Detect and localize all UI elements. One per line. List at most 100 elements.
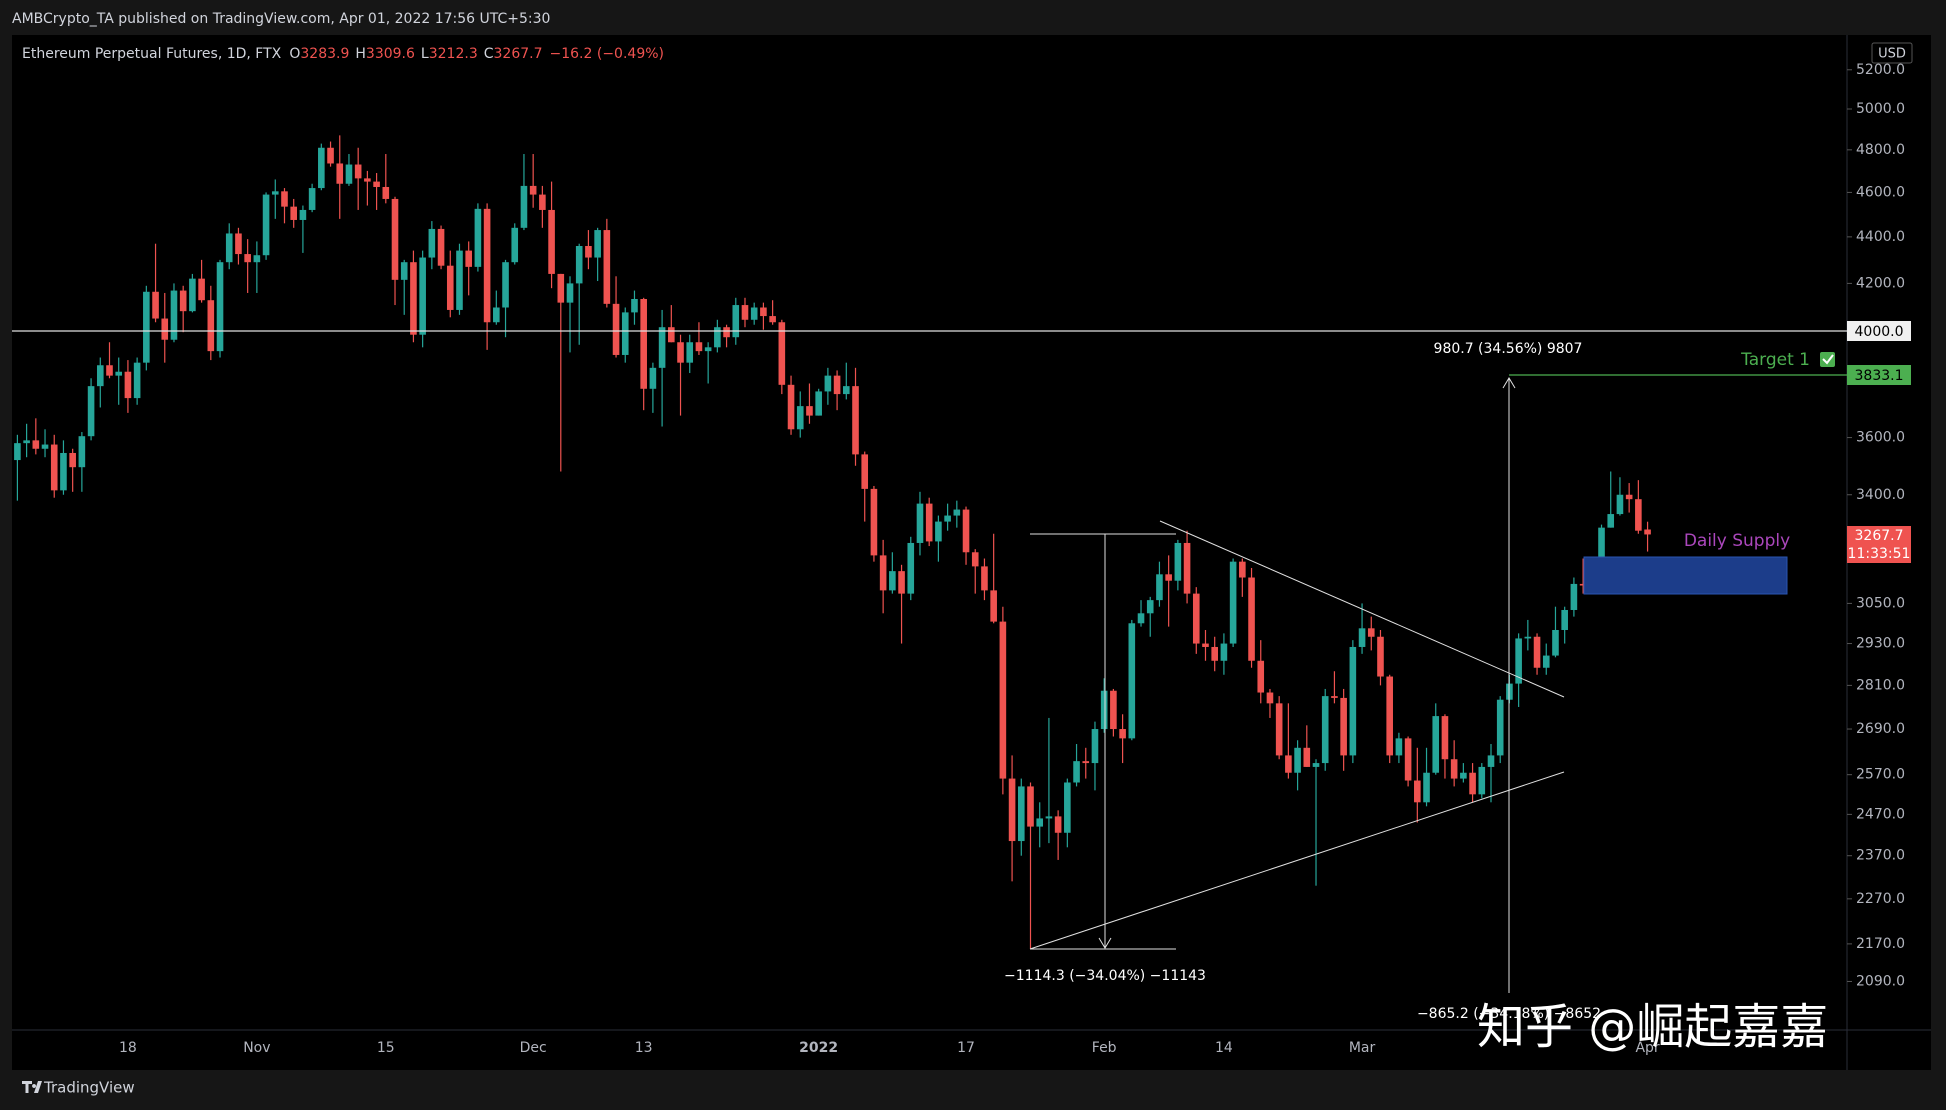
candle-body bbox=[336, 163, 344, 184]
candle-body bbox=[714, 327, 721, 348]
candle-body bbox=[557, 273, 565, 303]
candle-body bbox=[189, 278, 196, 312]
candle-body bbox=[981, 566, 988, 591]
y-tick-label: 2370.0 bbox=[1856, 848, 1905, 864]
candle-body bbox=[548, 209, 555, 274]
candle-body bbox=[769, 316, 776, 323]
x-tick-label: Apr bbox=[1635, 1040, 1659, 1056]
candle-body bbox=[1487, 755, 1495, 767]
candle-body bbox=[1275, 703, 1283, 756]
candle-body bbox=[511, 227, 519, 263]
candle-body bbox=[695, 342, 703, 352]
candle-body bbox=[1432, 716, 1440, 773]
candle-body bbox=[1579, 583, 1587, 586]
candle-body bbox=[244, 254, 251, 263]
legend-part: 3309.6 bbox=[366, 46, 415, 62]
level-badge bbox=[1847, 321, 1911, 341]
trendline bbox=[1029, 771, 1565, 950]
candle-body bbox=[529, 185, 537, 195]
candle-body bbox=[870, 488, 878, 556]
byline: AMBCrypto_TA published on TradingView.co… bbox=[12, 11, 550, 27]
candle-body bbox=[290, 206, 297, 220]
candle-body bbox=[1257, 660, 1265, 693]
candle-body bbox=[520, 185, 528, 228]
candle-body bbox=[631, 298, 638, 313]
candle-body bbox=[594, 230, 601, 258]
y-tick-label: 4800.0 bbox=[1856, 142, 1905, 158]
candle-body bbox=[1165, 574, 1172, 581]
legend-part: 3212.3 bbox=[429, 46, 478, 62]
candle-body bbox=[787, 384, 795, 430]
currency: USD bbox=[1878, 47, 1906, 62]
candle-body bbox=[179, 290, 187, 312]
watermark: 知乎 @崛起嘉嘉 bbox=[1477, 999, 1828, 1055]
candle-body bbox=[1220, 643, 1228, 661]
candle-body bbox=[1174, 542, 1182, 581]
candle-body bbox=[796, 406, 804, 430]
candle-body bbox=[410, 262, 417, 335]
candle-body bbox=[1561, 609, 1568, 630]
candle-body bbox=[373, 181, 380, 187]
x-tick-label: 15 bbox=[377, 1040, 395, 1056]
candle-body bbox=[575, 246, 583, 284]
arrow-head bbox=[1502, 377, 1516, 389]
candle-body bbox=[1027, 786, 1034, 827]
candle-body bbox=[1331, 696, 1338, 698]
x-tick-label: Dec bbox=[520, 1040, 547, 1056]
candle-body bbox=[1478, 766, 1486, 795]
candle-body bbox=[916, 503, 924, 543]
candle-body bbox=[907, 542, 915, 594]
candle-body bbox=[1524, 636, 1532, 639]
candle-body bbox=[999, 621, 1007, 779]
candle-body bbox=[1239, 561, 1246, 578]
legend-part: 3267.7 bbox=[494, 46, 543, 62]
candle-body bbox=[327, 147, 334, 164]
candle-body bbox=[1386, 676, 1393, 756]
chart-panel bbox=[12, 35, 1931, 1070]
footer-brand: TradingView bbox=[43, 1079, 135, 1097]
countdown: 11:33:51 bbox=[1848, 546, 1911, 562]
candle-body bbox=[677, 342, 684, 363]
candle-body bbox=[1008, 778, 1016, 842]
candle-body bbox=[1377, 636, 1384, 677]
target-price: 3833.1 bbox=[1855, 368, 1904, 384]
candle-body bbox=[566, 283, 574, 303]
candle-body bbox=[456, 250, 463, 310]
x-tick-label: Feb bbox=[1092, 1040, 1117, 1056]
candle-body bbox=[1137, 613, 1145, 624]
candle-body bbox=[318, 147, 325, 189]
candle-body bbox=[87, 386, 95, 437]
candle-body bbox=[815, 391, 822, 416]
candle-body bbox=[741, 305, 749, 320]
candle-body bbox=[428, 228, 436, 258]
target-badge bbox=[1847, 365, 1911, 385]
y-tick-label: 4200.0 bbox=[1856, 275, 1905, 291]
x-tick-label: Mar bbox=[1349, 1040, 1376, 1056]
candle-body bbox=[1266, 692, 1274, 704]
candle-body bbox=[474, 208, 482, 267]
legend-part: H bbox=[355, 46, 366, 62]
candle-body bbox=[96, 365, 104, 387]
check-mark bbox=[1822, 354, 1834, 365]
plot: 2090.0 2170.0 2270.0 2370.0 2470.0 2570.0 2690… bbox=[14, 62, 1905, 1056]
candle-body bbox=[1607, 514, 1615, 528]
candle-body bbox=[1192, 593, 1200, 644]
candle-body bbox=[1469, 772, 1476, 795]
x-tick-label: 14 bbox=[1215, 1040, 1233, 1056]
candle-body bbox=[861, 454, 869, 489]
candle-body bbox=[953, 509, 961, 516]
legend-part: C bbox=[484, 46, 494, 62]
candle-body bbox=[898, 571, 905, 594]
candle-body bbox=[1635, 499, 1642, 531]
candle-body bbox=[198, 278, 205, 301]
candle-body bbox=[1128, 623, 1136, 739]
candle-body bbox=[1045, 816, 1053, 819]
candle-body bbox=[1312, 763, 1320, 767]
candle-body bbox=[1644, 529, 1651, 535]
y-tick-label: 2810.0 bbox=[1856, 677, 1905, 693]
candle-body bbox=[962, 509, 970, 553]
candle-body bbox=[1349, 646, 1357, 756]
y-tick-label: 3600.0 bbox=[1856, 430, 1905, 446]
candle-body bbox=[1229, 561, 1237, 644]
